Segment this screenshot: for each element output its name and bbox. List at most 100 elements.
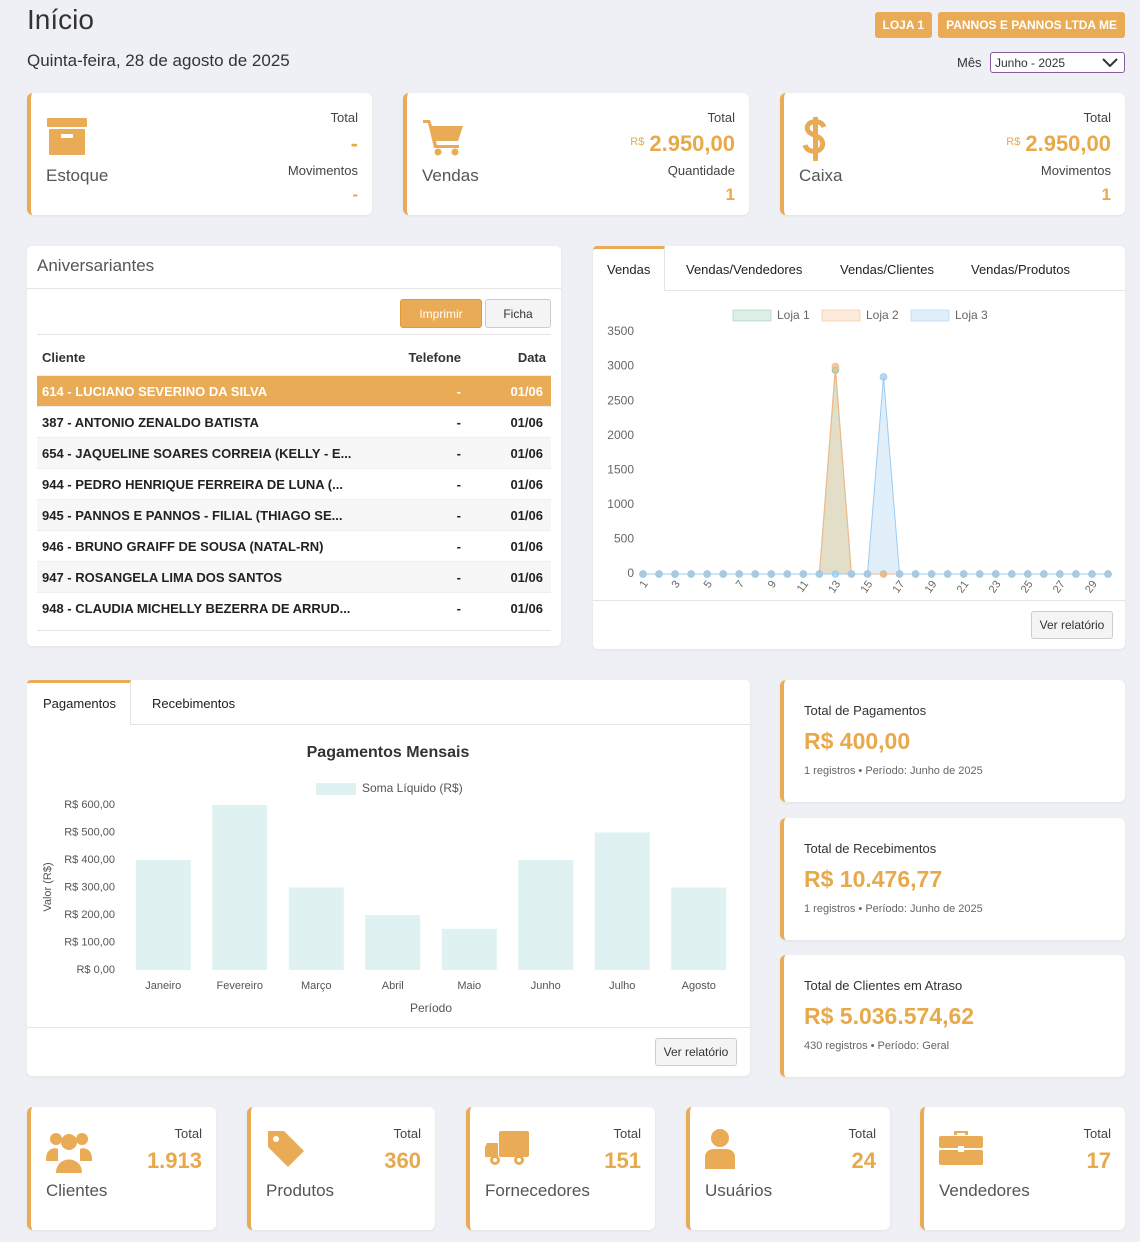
y-tick-label: R$ 500,00 xyxy=(64,826,115,838)
stat-value: 1 xyxy=(726,185,735,205)
summary-title: Total de Recebimentos xyxy=(804,841,937,856)
table-cell: - xyxy=(456,446,461,461)
icon-shape xyxy=(451,148,459,156)
icon-shape xyxy=(46,1148,58,1161)
date: Quinta-feira, 28 de agosto de 2025 xyxy=(27,51,290,70)
y-tick-label: R$ 400,00 xyxy=(64,854,115,866)
legend-label: Loja 1 xyxy=(777,308,810,322)
value: 2.950,00 xyxy=(1025,131,1111,156)
icon-shape xyxy=(954,1131,968,1135)
report-button[interactable]: Ver relatório xyxy=(655,1038,737,1066)
x-tick-label: Julho xyxy=(609,980,635,992)
table-cell: - xyxy=(456,601,461,616)
icon-shape xyxy=(61,134,73,138)
point xyxy=(799,570,808,578)
icon xyxy=(47,117,89,157)
icon-shape xyxy=(485,1143,498,1157)
icon xyxy=(939,1129,983,1165)
tab[interactable]: Vendas/Vendedores xyxy=(686,262,803,277)
icon xyxy=(266,1129,306,1169)
x-tick-label: 11 xyxy=(795,579,811,595)
table-row: 944 - PEDRO HENRIQUE FERREIRA DE LUNA (.… xyxy=(37,468,551,499)
tab[interactable]: Vendas/Produtos xyxy=(971,262,1071,277)
value: - xyxy=(352,185,358,204)
point xyxy=(991,570,1000,578)
point xyxy=(735,570,744,578)
x-tick-label: 23 xyxy=(987,579,1004,596)
tab[interactable]: Pagamentos xyxy=(43,696,116,711)
bar xyxy=(518,860,574,970)
icon-shape xyxy=(273,1136,279,1142)
badge[interactable]: PANNOS E PANNOS LTDA ME xyxy=(938,12,1125,38)
stat-card: Estoque Total - Movimentos - xyxy=(27,93,372,215)
badges: LOJA 1 PANNOS E PANNOS LTDA ME xyxy=(874,12,1125,38)
month-value: Junho - 2025 xyxy=(995,56,1066,70)
x-axis-label: Período xyxy=(410,1001,452,1015)
icon-shape xyxy=(47,118,87,127)
point xyxy=(959,570,968,578)
summary-card: Total de Pagamentos R$ 400,00 1 registros … xyxy=(780,680,1125,802)
ficha-button[interactable]: Ficha xyxy=(485,299,551,328)
stat-card: Vendas Total R$ 2.950,00 Quantidade 1 xyxy=(403,93,749,215)
x-tick-label: Março xyxy=(301,980,332,992)
y-tick-label: R$ 300,00 xyxy=(64,881,115,893)
stat-label: Total xyxy=(393,1126,421,1141)
stat-value: 24 xyxy=(851,1148,876,1173)
stat-card: Caixa Total R$ 2.950,00 Movimentos 1 xyxy=(780,93,1125,215)
y-axis-label: Valor (R$) xyxy=(42,862,54,911)
table-cell: - xyxy=(456,539,461,554)
stat-value: 360 xyxy=(384,1148,421,1173)
tab[interactable]: Vendas/Clientes xyxy=(840,262,934,277)
icon-shape xyxy=(517,1158,521,1162)
stat-label: Total xyxy=(848,1126,876,1141)
panel-title: Aniversariantes xyxy=(37,256,155,275)
icon-shape xyxy=(939,1150,983,1165)
point xyxy=(1104,570,1112,578)
icon xyxy=(46,1129,92,1173)
point xyxy=(1056,570,1064,578)
stat-value: - xyxy=(352,185,358,205)
report-button[interactable]: Ver relatório xyxy=(1031,611,1113,639)
month-select[interactable]: Junho - 2025 xyxy=(990,52,1125,73)
card-label: Clientes xyxy=(46,1181,108,1200)
card-label: Estoque xyxy=(46,166,109,185)
icon-shape xyxy=(493,1158,497,1162)
tab[interactable]: Vendas xyxy=(607,262,651,277)
legend-swatch xyxy=(316,783,356,795)
table-row: 945 - PANNOS E PANNOS - FILIAL (THIAGO S… xyxy=(37,499,551,530)
table-cell: 01/06 xyxy=(510,384,543,399)
y-tick-label: R$ 600,00 xyxy=(64,799,115,811)
icon-shape xyxy=(802,117,827,161)
y-tick-label: 3500 xyxy=(607,324,634,338)
divider xyxy=(37,334,551,335)
x-tick-label: 13 xyxy=(826,579,843,596)
print-button[interactable]: Imprimir xyxy=(400,299,482,328)
card-label: Caixa xyxy=(799,166,843,185)
table-row: 947 - ROSANGELA LIMA DOS SANTOS - 01/06 xyxy=(37,561,551,592)
x-tick-label: 1 xyxy=(637,579,650,591)
x-tick-label: 21 xyxy=(955,579,972,596)
icon-shape xyxy=(46,1133,92,1173)
tab[interactable]: Recebimentos xyxy=(152,696,236,711)
icon-shape xyxy=(76,1133,88,1145)
badge[interactable]: LOJA 1 xyxy=(874,12,933,38)
table-cell: 01/06 xyxy=(510,415,543,430)
y-tick-label: R$ 200,00 xyxy=(64,909,115,921)
bar xyxy=(594,832,650,970)
table-cell: 01/06 xyxy=(510,446,543,461)
active-tab xyxy=(593,246,665,291)
active-tab xyxy=(27,680,131,725)
x-tick-label: Junho xyxy=(531,980,561,992)
x-tick-label: 19 xyxy=(923,579,940,596)
icon xyxy=(423,117,465,157)
icon xyxy=(800,117,830,161)
summary-note: 1 registros • Período: Junho de 2025 xyxy=(804,765,983,777)
table-row: 946 - BRUNO GRAIFF DE SOUSA (NATAL-RN) - 0… xyxy=(37,530,551,561)
column-header: Telefone xyxy=(408,350,462,365)
y-tick-label: 0 xyxy=(627,566,634,580)
point xyxy=(1072,570,1080,578)
icon-shape xyxy=(56,1159,82,1173)
x-tick-label: 5 xyxy=(702,579,715,591)
legend-label: Soma Líquido (R$) xyxy=(362,781,463,795)
y-tick-label: R$ 100,00 xyxy=(64,936,115,948)
